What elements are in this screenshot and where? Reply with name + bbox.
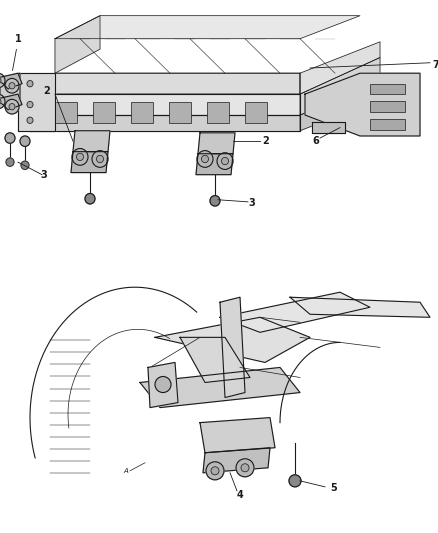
Text: 3: 3 [40,170,47,180]
Circle shape [20,136,30,147]
Bar [245,102,267,124]
Text: 3: 3 [248,198,255,208]
Circle shape [211,467,219,475]
Polygon shape [203,448,270,473]
Polygon shape [0,73,20,104]
Text: 1: 1 [13,34,22,70]
Circle shape [9,103,15,110]
Circle shape [197,151,213,167]
Text: 2: 2 [43,86,50,96]
Polygon shape [290,297,430,317]
Circle shape [96,155,103,163]
Polygon shape [180,337,250,383]
Polygon shape [155,317,310,362]
Circle shape [201,155,208,163]
Circle shape [27,80,33,87]
Polygon shape [305,73,420,136]
Polygon shape [200,418,275,453]
Circle shape [21,161,29,169]
Polygon shape [198,133,235,154]
Polygon shape [30,115,300,131]
Circle shape [27,101,33,108]
Text: 4: 4 [237,490,244,500]
Circle shape [0,77,1,84]
Bar [55,102,77,124]
Polygon shape [0,73,22,89]
Circle shape [289,475,301,487]
Bar [370,84,405,94]
Circle shape [222,157,229,165]
Circle shape [6,158,14,166]
Text: 6: 6 [312,136,319,147]
Circle shape [77,153,84,160]
Circle shape [217,152,233,169]
Polygon shape [300,58,380,115]
Bar [131,102,153,124]
Text: 7: 7 [432,60,438,70]
Text: 5: 5 [330,483,337,493]
Polygon shape [148,362,178,408]
Circle shape [5,99,19,114]
Circle shape [27,117,33,124]
Bar [169,102,191,124]
Circle shape [236,459,254,477]
Polygon shape [220,297,245,398]
Bar [370,101,405,112]
Circle shape [0,73,5,88]
Circle shape [155,376,171,392]
Polygon shape [73,131,110,152]
Circle shape [5,78,19,93]
Circle shape [5,133,15,143]
Polygon shape [18,73,55,131]
Bar [370,119,405,130]
Text: A: A [123,468,128,474]
Circle shape [0,94,5,109]
Polygon shape [300,84,380,131]
Polygon shape [0,94,22,110]
Circle shape [241,464,249,472]
Polygon shape [30,73,300,94]
Bar [207,102,229,124]
Circle shape [9,83,15,89]
Circle shape [72,149,88,165]
Polygon shape [55,15,100,73]
Polygon shape [312,123,345,133]
Polygon shape [30,94,300,115]
Circle shape [0,98,1,104]
Polygon shape [300,42,380,94]
Circle shape [92,151,108,167]
Polygon shape [140,367,300,408]
Circle shape [85,193,95,204]
Polygon shape [55,15,360,39]
Bar [93,102,115,124]
Text: 2: 2 [262,136,269,146]
Circle shape [210,196,220,206]
Polygon shape [220,292,370,333]
Polygon shape [196,154,233,175]
Polygon shape [71,152,108,173]
Circle shape [206,462,224,480]
